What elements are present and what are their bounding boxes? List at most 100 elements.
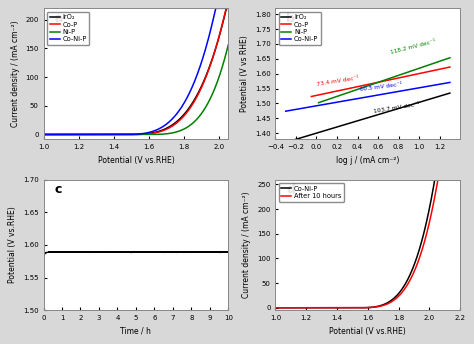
Co-Ni-P — [158, 126, 164, 130]
Ni-P — [340, 92, 346, 96]
Co-Ni-P — [390, 297, 396, 301]
After 10 hours — [435, 178, 441, 182]
Legend: IrO₂, Co-P, Ni-P, Co-Ni-P: IrO₂, Co-P, Ni-P, Co-Ni-P — [47, 12, 89, 45]
Ni-P — [181, 127, 186, 131]
Co-Ni-P — [293, 107, 299, 111]
Co-P — [447, 65, 453, 69]
IrO₂ — [432, 96, 438, 100]
IrO₂ — [148, 131, 154, 135]
Co-Ni-P — [380, 303, 385, 307]
IrO₂ — [153, 130, 158, 134]
Co-Ni-P — [148, 130, 154, 134]
Co-Ni-P — [432, 178, 438, 182]
Ni-P — [200, 110, 205, 114]
Co-P — [153, 131, 158, 135]
Text: a: a — [55, 12, 63, 25]
Y-axis label: Potential (V vs RHE): Potential (V vs RHE) — [240, 35, 249, 112]
After 10 hours — [380, 303, 385, 308]
Co-Ni-P — [290, 108, 295, 112]
Co-Ni-P — [41, 132, 46, 137]
Y-axis label: Current density / (mA cm⁻²): Current density / (mA cm⁻²) — [243, 192, 252, 298]
IrO₂ — [158, 129, 164, 133]
Co-Ni-P — [181, 102, 186, 106]
Text: d: d — [286, 183, 295, 196]
Line: Co-Ni-P: Co-Ni-P — [44, 8, 228, 135]
Ni-P — [324, 98, 329, 102]
After 10 hours — [457, 178, 463, 182]
IrO₂ — [200, 82, 205, 86]
IrO₂ — [224, 6, 229, 10]
IrO₂ — [181, 113, 186, 117]
Text: c: c — [55, 183, 62, 196]
IrO₂ — [41, 132, 46, 137]
Co-Ni-P — [439, 82, 445, 86]
Co-Ni-P — [432, 179, 438, 183]
Ni-P — [447, 56, 453, 60]
IrO₂ — [438, 94, 444, 98]
X-axis label: Time / h: Time / h — [120, 327, 151, 336]
IrO₂ — [447, 91, 453, 95]
Legend: Co-Ni-P, After 10 hours: Co-Ni-P, After 10 hours — [279, 183, 344, 202]
Ni-P — [158, 132, 164, 136]
Ni-P — [316, 101, 321, 105]
Line: After 10 hours: After 10 hours — [275, 180, 460, 308]
IrO₂ — [305, 134, 310, 138]
Co-Ni-P — [413, 259, 419, 263]
Co-Ni-P — [433, 83, 439, 87]
IrO₂ — [226, 6, 231, 10]
Legend: IrO₂, Co-P, Ni-P, Co-Ni-P: IrO₂, Co-P, Ni-P, Co-Ni-P — [279, 12, 321, 45]
Co-Ni-P — [313, 104, 319, 108]
Ni-P — [153, 132, 158, 137]
Co-P — [314, 93, 320, 97]
Text: 118.2 mV dec⁻¹: 118.2 mV dec⁻¹ — [391, 39, 437, 54]
Co-P — [309, 94, 314, 98]
Line: Co-P: Co-P — [311, 67, 450, 96]
Ni-P — [226, 43, 231, 47]
Co-P — [317, 93, 322, 97]
Co-P — [334, 89, 340, 93]
Co-Ni-P — [283, 109, 289, 113]
Ni-P — [436, 60, 441, 64]
Co-Ni-P — [52, 132, 58, 137]
Line: IrO₂: IrO₂ — [275, 93, 450, 146]
Co-Ni-P — [200, 57, 205, 61]
Co-P — [223, 6, 229, 10]
Ni-P — [351, 89, 356, 93]
Line: Ni-P: Ni-P — [44, 45, 228, 135]
IrO₂ — [280, 141, 285, 146]
Ni-P — [440, 58, 446, 62]
Co-Ni-P — [457, 178, 463, 182]
X-axis label: Potential (V vs.RHE): Potential (V vs.RHE) — [329, 327, 406, 336]
Co-P — [200, 83, 205, 87]
After 10 hours — [273, 306, 278, 310]
Y-axis label: Current density / (mA cm⁻²): Current density / (mA cm⁻²) — [10, 20, 19, 127]
X-axis label: Potential (V vs.RHE): Potential (V vs.RHE) — [98, 155, 174, 164]
Line: Co-Ni-P: Co-Ni-P — [286, 83, 450, 111]
Co-P — [181, 114, 186, 118]
Co-P — [41, 132, 46, 137]
Text: 60.5 mV dec⁻¹: 60.5 mV dec⁻¹ — [360, 82, 402, 92]
IrO₂ — [273, 143, 278, 148]
Line: Co-Ni-P: Co-Ni-P — [275, 180, 460, 308]
Co-Ni-P — [273, 306, 278, 310]
Ni-P — [41, 132, 46, 137]
Y-axis label: Potential (V vs.RHE): Potential (V vs.RHE) — [9, 206, 18, 283]
IrO₂ — [283, 140, 289, 144]
Co-Ni-P — [385, 301, 391, 305]
Ni-P — [148, 132, 154, 137]
Line: Ni-P: Ni-P — [319, 58, 450, 103]
After 10 hours — [413, 266, 419, 270]
Line: Co-P: Co-P — [44, 8, 228, 135]
Co-Ni-P — [213, 6, 219, 10]
Co-P — [52, 132, 58, 137]
IrO₂ — [52, 132, 58, 137]
Co-Ni-P — [153, 128, 158, 132]
Text: b: b — [286, 12, 295, 25]
Co-Ni-P — [226, 6, 231, 10]
Co-P — [435, 67, 441, 72]
After 10 hours — [385, 302, 391, 306]
Line: IrO₂: IrO₂ — [44, 8, 228, 135]
After 10 hours — [432, 196, 438, 200]
Co-P — [148, 131, 154, 136]
Text: 103.7 mV dec⁻¹: 103.7 mV dec⁻¹ — [373, 102, 419, 114]
